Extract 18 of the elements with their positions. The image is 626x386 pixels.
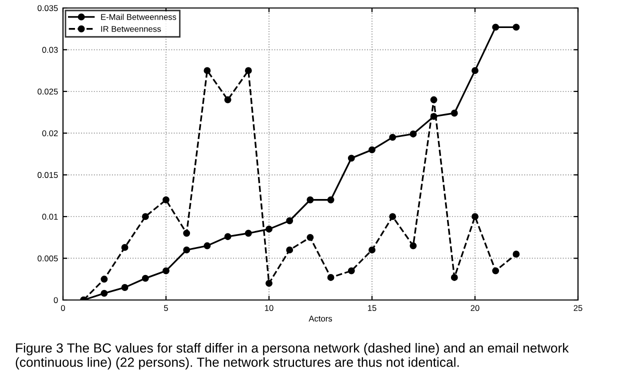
x-axis-title: Actors (308, 316, 332, 322)
x-tick-label: 5 (164, 305, 168, 311)
y-tick-label: 0.03 (42, 46, 58, 53)
x-tick-label: 0 (61, 305, 65, 311)
x-tick-label: 15 (368, 305, 376, 311)
x-tick-label: 25 (574, 305, 582, 311)
y-tick-label: 0.01 (42, 214, 58, 220)
y-tick-label: 0.02 (42, 130, 58, 136)
y-tick-label: 0 (54, 297, 58, 304)
y-tick-label: 0.025 (38, 88, 58, 95)
x-tick-label: 10 (265, 305, 274, 311)
y-tick-label: 0.035 (38, 5, 58, 12)
y-tick-label: 0.015 (38, 172, 58, 178)
caption: Figure 3 The BC values for staff differ in a persona network (dashed line) and an email network (continuous line) (22 persons). The network structures are thus not identical. (16, 343, 569, 370)
legend-label: IR Betweenness (101, 26, 161, 32)
legend-label: E-Mail Betweenness (101, 14, 176, 20)
y-tick-label: 0.005 (38, 255, 58, 262)
x-tick-label: 20 (470, 305, 480, 311)
